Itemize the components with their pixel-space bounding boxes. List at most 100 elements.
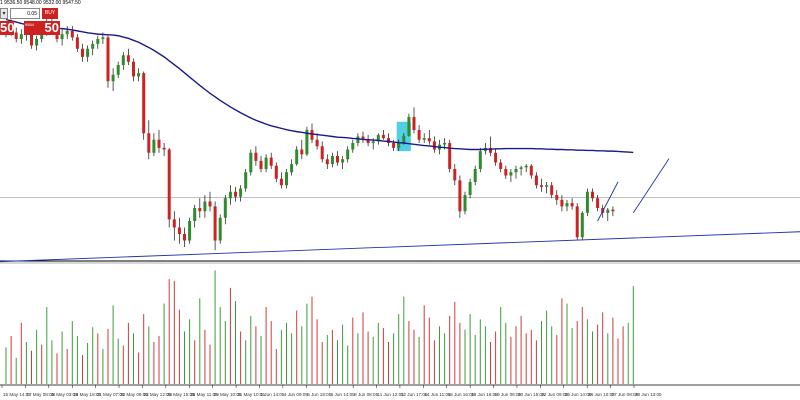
arrow-down-icon[interactable]: ▾: [0, 8, 8, 19]
candle-body: [371, 141, 375, 143]
candle-body: [336, 156, 339, 163]
candle-body: [193, 208, 197, 221]
candle-body: [361, 136, 365, 140]
candle-body: [172, 219, 176, 228]
candle-body: [427, 138, 431, 142]
candle-body: [489, 147, 492, 153]
candle-body: [177, 227, 181, 234]
candle-body: [295, 149, 299, 165]
time-tick-label: 28 Jun 13:05: [635, 392, 662, 397]
candle-body: [300, 149, 304, 155]
time-tick-label: 8 Jun 08:05: [354, 392, 378, 397]
candle-body: [19, 34, 23, 39]
candle-body: [509, 172, 513, 176]
candle-body: [183, 234, 186, 241]
candle-body: [223, 198, 227, 218]
candle-body: [274, 165, 278, 179]
candle-body: [101, 37, 105, 39]
candle-body: [249, 152, 253, 173]
candle-body: [596, 198, 600, 208]
candle-body: [458, 180, 462, 212]
candle-body: [325, 159, 329, 165]
candle-body: [106, 37, 110, 82]
candle-body: [402, 135, 406, 143]
candle-body: [387, 138, 390, 143]
candle-body: [366, 139, 370, 143]
lot-controls: ▾ 0.05 BUY: [0, 8, 58, 20]
buy-label[interactable]: BUY: [42, 8, 58, 19]
candle-body: [453, 169, 457, 181]
moving-average-group: [5, 18, 634, 154]
candle-body: [254, 152, 258, 161]
time-tick-label: 12 Jun 17:05: [401, 392, 428, 397]
time-tick-label: 20 Jun 15:05: [518, 392, 545, 397]
support-trendline: [0, 231, 800, 263]
candle-body: [606, 209, 610, 213]
candle-body: [555, 195, 559, 200]
candle-body: [285, 172, 288, 186]
candle-body: [422, 138, 426, 140]
candle-body: [86, 48, 90, 57]
candle-body: [376, 134, 380, 142]
time-tick-label: 25 Jun 14:05: [565, 392, 592, 397]
candle-body: [591, 191, 594, 199]
candle-body: [157, 139, 161, 148]
candle-body: [244, 172, 248, 189]
candle-body: [305, 130, 309, 155]
time-tick-label: 1 Jun 14:05: [260, 392, 284, 397]
time-tick-label: 4 Jun 09:05: [284, 392, 308, 397]
candle-body: [397, 143, 401, 148]
candle-body: [545, 185, 549, 187]
time-tick-label: 5 Jun 18:05: [307, 392, 331, 397]
candle-body: [529, 165, 533, 176]
candle-body: [60, 34, 64, 39]
time-tick-label: 26 Jun 10:05: [588, 392, 615, 397]
candle-body: [550, 185, 554, 195]
buy-price-big: 50: [44, 20, 59, 35]
candle-body: [412, 117, 416, 130]
time-tick-label: 24 May 15:05: [167, 392, 195, 397]
time-tick-label: 19 Jun 16:05: [471, 392, 498, 397]
time-tick-label: 15 May 14:05: [3, 392, 31, 397]
candle-body: [167, 149, 171, 220]
time-tick-label: 31 May 10:05: [237, 392, 265, 397]
candle-body: [310, 130, 314, 140]
sell-button[interactable]: 50: [0, 21, 14, 35]
candle-body: [443, 143, 447, 145]
candle-body: [228, 191, 232, 199]
candle-body: [75, 37, 79, 49]
candle-body: [208, 201, 212, 207]
projection-line: [632, 158, 670, 214]
candle-body: [432, 141, 436, 150]
candle-body: [560, 199, 564, 207]
candle-body: [524, 165, 528, 168]
buy-button[interactable]: 9554 50: [24, 21, 60, 35]
lot-size-input[interactable]: 0.05: [10, 8, 40, 19]
candle-body: [575, 206, 579, 238]
candle-body: [111, 74, 115, 82]
candle-body: [346, 149, 350, 160]
candle-body: [392, 143, 396, 148]
candle-body: [407, 117, 411, 136]
candle-body: [65, 30, 69, 35]
candle-body: [540, 185, 543, 187]
price-buttons: 50 9554 50: [0, 21, 60, 35]
time-tick-label: 22 May 08:05: [120, 392, 148, 397]
candle-body: [570, 203, 574, 207]
candle-body: [213, 206, 217, 241]
candle-body: [198, 208, 202, 212]
time-tick-label: 17 May 08:05: [26, 392, 54, 397]
time-tick-label: 28 May 11:05: [190, 392, 218, 397]
time-tick-label: 18 May 18:05: [73, 392, 101, 397]
candle-body: [218, 217, 222, 241]
candle-body: [473, 169, 477, 182]
candle-body: [611, 209, 615, 212]
time-tick-label: 22 Jun 09:05: [541, 392, 568, 397]
time-tick-label: 6 Jun 14:05: [331, 392, 355, 397]
time-tick-label: 23 May 12:05: [143, 392, 171, 397]
candle-body: [91, 43, 95, 49]
candle-body: [478, 151, 482, 169]
